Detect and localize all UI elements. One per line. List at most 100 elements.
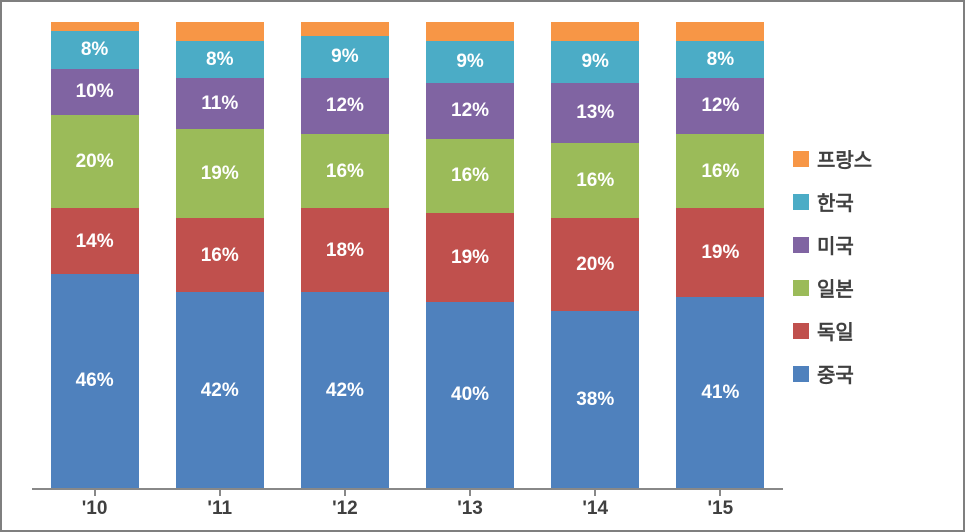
legend-item: 미국 bbox=[793, 230, 953, 259]
bar-segment: 16% bbox=[426, 139, 514, 214]
x-axis: '10'11'12'13'14'15 bbox=[32, 490, 783, 520]
bar-segment bbox=[301, 22, 389, 36]
bar-segment: 18% bbox=[301, 208, 389, 292]
segment-label: 9% bbox=[581, 51, 608, 73]
x-tick: '13 bbox=[426, 498, 514, 520]
bar-segment: 13% bbox=[551, 83, 639, 144]
legend-swatch bbox=[793, 237, 809, 253]
bar-segment bbox=[426, 22, 514, 41]
x-tick-mark bbox=[719, 488, 721, 496]
bar-segment bbox=[176, 22, 264, 41]
segment-label: 11% bbox=[201, 93, 238, 115]
legend-label: 프랑스 bbox=[817, 144, 872, 173]
segment-label: 8% bbox=[707, 49, 734, 71]
legend-label: 일본 bbox=[817, 273, 854, 302]
x-tick-label: '15 bbox=[708, 498, 734, 519]
legend-item: 한국 bbox=[793, 187, 953, 216]
bar-column: 42% 18% 16% 12% 9% bbox=[301, 22, 389, 488]
x-tick-label: '10 bbox=[82, 498, 108, 519]
bar-segment: 8% bbox=[176, 41, 264, 78]
segment-label: 8% bbox=[81, 39, 108, 61]
bar-column: 46% 14% 20% 10% 8% bbox=[51, 22, 139, 488]
bar-segment: 16% bbox=[676, 134, 764, 209]
legend-item: 일본 bbox=[793, 273, 953, 302]
segment-label: 9% bbox=[331, 46, 358, 68]
bar-segment: 19% bbox=[176, 129, 264, 218]
x-tick-label: '12 bbox=[332, 498, 358, 519]
segment-label: 16% bbox=[701, 161, 739, 183]
bar-segment: 9% bbox=[551, 41, 639, 83]
bar-segment: 16% bbox=[301, 134, 389, 209]
segment-label: 42% bbox=[326, 380, 364, 402]
legend-label: 미국 bbox=[817, 230, 854, 259]
segment-label: 20% bbox=[76, 151, 114, 173]
bar-segment: 16% bbox=[551, 143, 639, 218]
bar-segment: 10% bbox=[51, 69, 139, 116]
x-tick-label: '11 bbox=[207, 498, 232, 519]
x-tick-mark bbox=[469, 488, 471, 496]
bar-column: 42% 16% 19% 11% 8% bbox=[176, 22, 264, 488]
legend-item: 독일 bbox=[793, 316, 953, 345]
bar-segment: 38% bbox=[551, 311, 639, 488]
segment-label: 16% bbox=[576, 170, 614, 192]
bar-segment: 42% bbox=[176, 292, 264, 488]
legend-label: 한국 bbox=[817, 187, 854, 216]
legend-swatch bbox=[793, 194, 809, 210]
segment-label: 46% bbox=[76, 370, 114, 392]
bar-segment bbox=[51, 22, 139, 31]
bar-segment: 9% bbox=[426, 41, 514, 83]
legend: 프랑스한국미국일본독일중국 bbox=[793, 2, 963, 530]
bar-segment: 46% bbox=[51, 274, 139, 488]
bar-column: 38% 20% 16% 13% 9% bbox=[551, 22, 639, 488]
x-tick: '12 bbox=[301, 498, 389, 520]
bar-segment bbox=[676, 22, 764, 41]
bar-segment: 19% bbox=[426, 213, 514, 302]
segment-label: 12% bbox=[326, 95, 364, 117]
segment-label: 12% bbox=[701, 95, 739, 117]
segment-label: 42% bbox=[201, 380, 239, 402]
bar-segment: 12% bbox=[426, 83, 514, 139]
bar-segment: 12% bbox=[301, 78, 389, 134]
bar-column: 40% 19% 16% 12% 9% bbox=[426, 22, 514, 488]
bar-segment: 40% bbox=[426, 302, 514, 488]
segment-label: 19% bbox=[201, 163, 239, 185]
legend-swatch bbox=[793, 151, 809, 167]
segment-label: 9% bbox=[456, 51, 483, 73]
bars-area: 46% 14% 20% 10% 8% 42% 16% 19% 11% 8% 42% 18% 16% 12%… bbox=[32, 22, 783, 490]
bar-segment: 16% bbox=[176, 218, 264, 293]
chart-container: 46% 14% 20% 10% 8% 42% 16% 19% 11% 8% 42% 18% 16% 12%… bbox=[0, 0, 965, 532]
segment-label: 14% bbox=[76, 231, 114, 253]
segment-label: 10% bbox=[76, 81, 114, 103]
bar-segment: 9% bbox=[301, 36, 389, 78]
legend-item: 프랑스 bbox=[793, 144, 953, 173]
segment-label: 16% bbox=[451, 165, 489, 187]
legend-swatch bbox=[793, 366, 809, 382]
bar-segment: 20% bbox=[51, 115, 139, 208]
bar-segment: 41% bbox=[676, 297, 764, 488]
segment-label: 20% bbox=[576, 254, 614, 276]
bar-segment: 11% bbox=[176, 78, 264, 129]
bar-column: 41% 19% 16% 12% 8% bbox=[676, 22, 764, 488]
segment-label: 19% bbox=[701, 242, 739, 264]
x-tick: '10 bbox=[51, 498, 139, 520]
segment-label: 40% bbox=[451, 384, 489, 406]
segment-label: 16% bbox=[201, 245, 239, 267]
bar-segment: 14% bbox=[51, 208, 139, 273]
segment-label: 38% bbox=[576, 389, 614, 411]
segment-label: 13% bbox=[576, 102, 614, 124]
bar-segment: 42% bbox=[301, 292, 389, 488]
bar-segment: 8% bbox=[676, 41, 764, 78]
segment-label: 19% bbox=[451, 247, 489, 269]
bar-segment bbox=[551, 22, 639, 41]
segment-label: 41% bbox=[701, 382, 739, 404]
x-tick: '11 bbox=[176, 498, 264, 520]
segment-label: 8% bbox=[206, 49, 233, 71]
bar-segment: 8% bbox=[51, 31, 139, 68]
legend-swatch bbox=[793, 280, 809, 296]
x-tick-mark bbox=[344, 488, 346, 496]
segment-label: 16% bbox=[326, 161, 364, 183]
segment-label: 18% bbox=[326, 240, 364, 262]
x-tick-mark bbox=[219, 488, 221, 496]
segment-label: 12% bbox=[451, 100, 489, 122]
plot-region: 46% 14% 20% 10% 8% 42% 16% 19% 11% 8% 42% 18% 16% 12%… bbox=[2, 2, 793, 530]
